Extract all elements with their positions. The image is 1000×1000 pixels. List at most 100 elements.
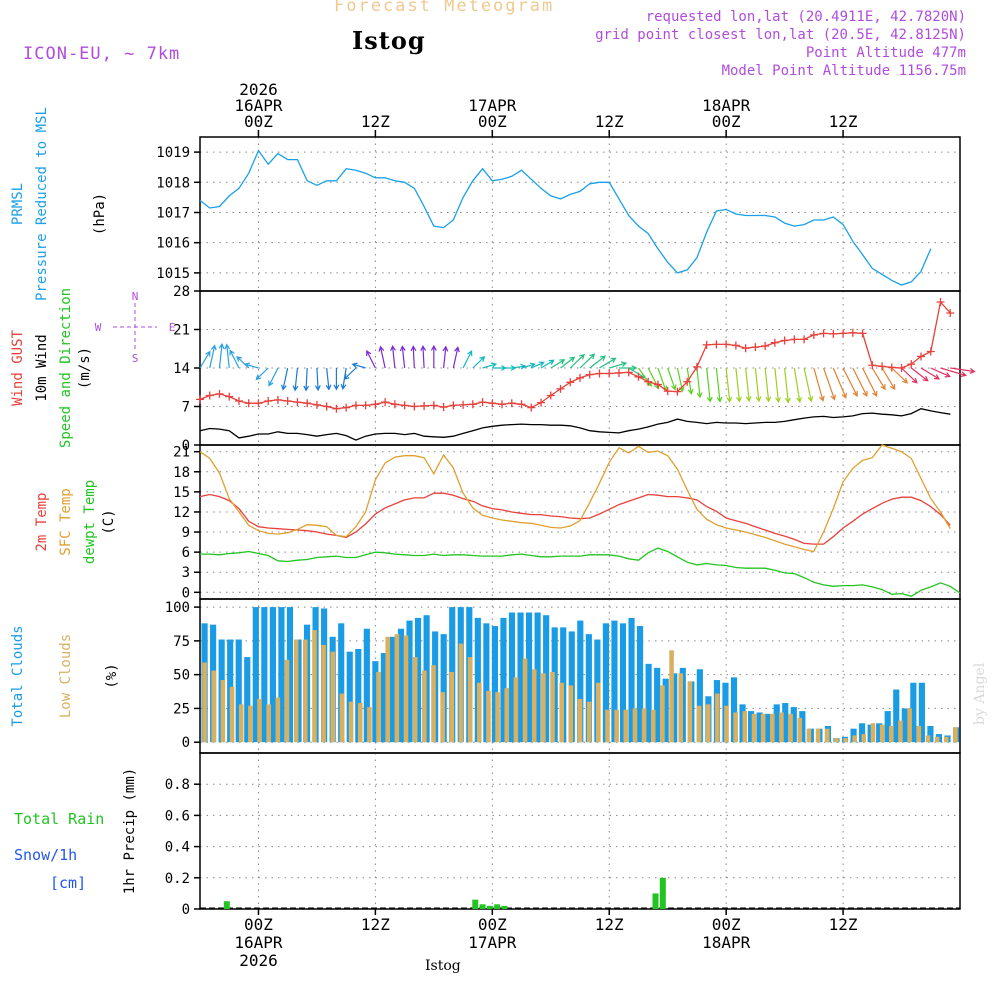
low-cloud-bar: [806, 728, 812, 743]
low-cloud-bar: [770, 713, 775, 743]
y-tick-label: 0.8: [165, 777, 190, 793]
total-cloud-bar: [525, 612, 533, 743]
pressure-side-label: Pressure Reduced to MSL: [34, 107, 50, 301]
wind-arrow: [442, 345, 449, 369]
total-cloud-bar: [517, 612, 524, 743]
wind-gust-point: [809, 331, 818, 339]
wind-gust-point: [761, 342, 770, 350]
low-cloud-bar: [284, 659, 290, 743]
low-cloud-bar: [266, 704, 271, 743]
wind-arrow: [764, 367, 772, 403]
wind-gust-point: [790, 335, 799, 344]
wind-arrow: [589, 355, 607, 369]
wind-gust-point: [692, 362, 701, 371]
t2m-series: [199, 492, 951, 545]
low-cloud-bar: [531, 669, 537, 743]
y-tick-label: 1018: [156, 175, 190, 191]
wind-arrow: [540, 359, 555, 369]
low-cloud-bar: [367, 707, 372, 743]
wind-arrow: [378, 345, 386, 369]
wind-gust-point: [644, 377, 653, 386]
total-cloud-bar: [585, 634, 592, 743]
wind-compass: N S W E: [95, 290, 176, 365]
precip-snow-unit: [cm]: [50, 874, 86, 892]
wind-gust-point: [254, 399, 263, 408]
y-tick-label: 50: [173, 668, 190, 684]
wind-arrow: [531, 361, 545, 369]
total-cloud-bar: [235, 639, 242, 743]
total-cloud-bar: [730, 677, 738, 743]
wind-arrow: [482, 362, 498, 369]
low-cloud-bar: [504, 688, 510, 743]
total-cloud-bar: [286, 607, 294, 743]
total-cloud-bar: [876, 723, 883, 743]
wind-gust-point: [576, 373, 584, 382]
wind-arrow: [472, 356, 486, 369]
top-time-label: 12Z: [595, 112, 624, 131]
bottom-time-label: 18APR: [702, 933, 751, 952]
wind-arrow: [784, 367, 791, 404]
total-cloud-bar: [893, 689, 900, 743]
wind-gust-point: [800, 335, 809, 344]
precip-frame: [199, 752, 961, 910]
low-cloud-bar: [605, 709, 610, 743]
dewpoint-series: [200, 547, 961, 598]
wind-gust-point: [936, 298, 945, 306]
total-cloud-bar: [500, 617, 507, 743]
wind-gust-point: [917, 352, 926, 361]
wind-arrow: [618, 365, 638, 371]
low-cloud-bar: [486, 690, 491, 743]
y-tick-label: 14: [173, 361, 190, 377]
wind-arrow: [560, 356, 576, 369]
low-cloud-bar: [541, 673, 546, 743]
total-cloud-bar: [602, 623, 609, 743]
rain-bar: [486, 905, 493, 909]
low-cloud-bar: [889, 725, 894, 743]
total-cloud-bar: [790, 707, 797, 743]
compass-w: W: [95, 321, 102, 334]
wind-gust-point: [429, 401, 438, 410]
temperature-frame: [199, 444, 961, 600]
y-tick-label: 1017: [156, 205, 190, 221]
total-cloud-bar: [380, 653, 387, 743]
top-time-label: 18APR: [702, 96, 751, 115]
wind-gust-point: [312, 400, 321, 409]
low-cloud-bar: [953, 727, 958, 743]
total-cloud-bar: [252, 607, 259, 743]
model-altitude: Model Point Altitude 1156.75m: [721, 63, 966, 79]
precip-unit-label: 1hr Precip (mm): [122, 768, 138, 894]
wind-arrow: [862, 367, 878, 397]
y-tick-label: 21: [173, 323, 190, 339]
total-cloud-bar: [884, 711, 891, 743]
wind-arrow: [940, 367, 967, 378]
wind-gust-point: [234, 397, 243, 405]
low-cloud-bar: [238, 704, 244, 743]
wind-gust-point: [780, 336, 789, 345]
low-cloud-bar: [916, 725, 922, 743]
pressure-panel: 1015 1016 1017 1018 1019: [156, 136, 961, 292]
low-cloud-bar: [861, 734, 867, 743]
y-tick-label: 1015: [156, 266, 190, 282]
wind-gust-point: [770, 338, 779, 347]
total-cloud-bar: [645, 663, 652, 743]
wind-gust-point: [507, 399, 516, 408]
bottom-time-label: 00Z: [478, 915, 507, 934]
total-cloud-bar: [483, 623, 490, 743]
top-time-label: 12Z: [361, 112, 390, 131]
wind-gust-point: [605, 369, 614, 378]
low-cloud-bar: [669, 650, 674, 743]
wind-gust-point: [556, 384, 565, 393]
top-time-label: 2026: [239, 80, 278, 99]
low-cloud-bar: [229, 686, 235, 743]
rain-bar: [501, 905, 508, 909]
total-cloud-bar: [918, 682, 925, 743]
wind-gust-point: [283, 397, 292, 405]
wind-arrow: [229, 349, 240, 369]
wind-arrow: [950, 367, 976, 374]
wind-arrow: [842, 367, 858, 397]
station-name: Istog: [352, 26, 426, 55]
low-cloud-bar: [394, 634, 400, 743]
low-cloud-bar: [687, 681, 693, 743]
total-cloud-bar: [637, 626, 644, 743]
